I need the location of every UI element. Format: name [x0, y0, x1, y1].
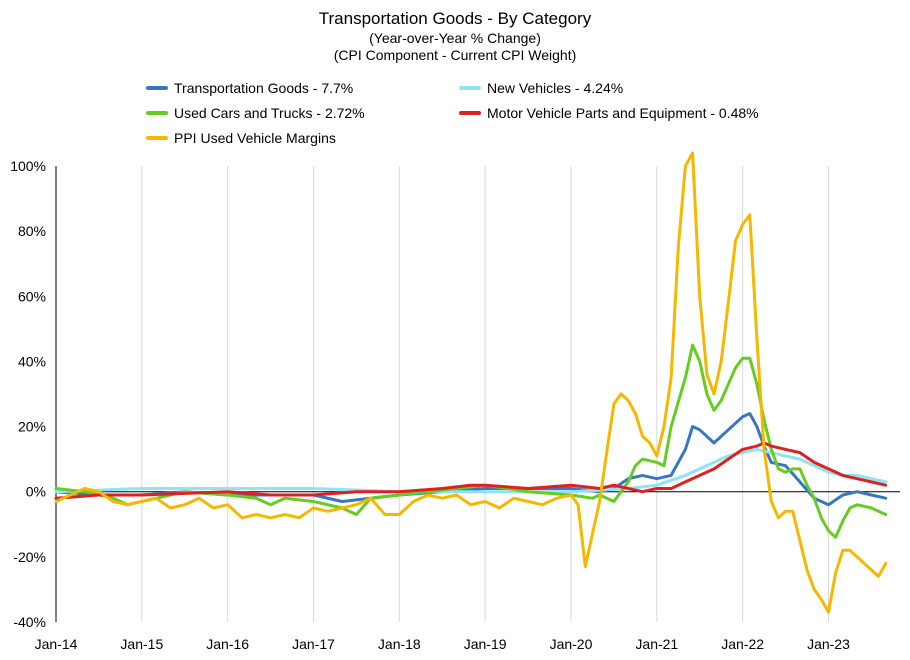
- legend-item-used-cars: Used Cars and Trucks - 2.72%: [146, 105, 365, 121]
- chart-subtitle-2: (CPI Component - Current CPI Weight): [333, 47, 577, 63]
- x-tick-label: Jan-17: [292, 636, 335, 652]
- x-tick-label: Jan-16: [206, 636, 249, 652]
- y-tick-labels: -40% -20% 0% 20% 40% 60% 80% 100%: [10, 158, 46, 630]
- legend-item-ppi-used-vehicle-margins: PPI Used Vehicle Margins: [146, 130, 336, 146]
- y-tick-label: -20%: [13, 549, 46, 565]
- y-tick-label: 0%: [26, 484, 46, 500]
- y-tick-label: 100%: [10, 158, 46, 174]
- series-line-3: [54, 441, 888, 500]
- axes: [55, 166, 900, 622]
- x-tick-label: Jan-20: [550, 636, 593, 652]
- series-line-2: [54, 343, 888, 539]
- x-tick-label: Jan-22: [721, 636, 764, 652]
- gridlines: [55, 166, 829, 622]
- legend-label-ppi-used-vehicle-margins: PPI Used Vehicle Margins: [174, 130, 336, 146]
- legend-label-transportation-goods: Transportation Goods - 7.7%: [174, 80, 354, 96]
- legend-swatch-used-cars: [146, 111, 168, 115]
- chart-subtitle-1: (Year-over-Year % Change): [369, 30, 541, 46]
- legend-item-motor-vehicle-parts: Motor Vehicle Parts and Equipment - 0.48…: [459, 105, 759, 121]
- x-tick-labels: Jan-14 Jan-15 Jan-16 Jan-17 Jan-18 Jan-19 Jan-…: [35, 636, 850, 652]
- x-tick-label: Jan-18: [378, 636, 421, 652]
- legend-item-transportation-goods: Transportation Goods - 7.7%: [146, 80, 353, 96]
- y-tick-label: 20%: [18, 419, 46, 435]
- y-tick-label: 80%: [18, 223, 46, 239]
- legend-swatch-transportation-goods: [146, 86, 168, 90]
- legend-label-new-vehicles: New Vehicles - 4.24%: [487, 80, 624, 96]
- chart-title: Transportation Goods - By Category: [318, 9, 592, 28]
- x-tick-label: Jan-19: [464, 636, 507, 652]
- legend-swatch-new-vehicles: [459, 86, 481, 90]
- legend-swatch-ppi-used-vehicle-margins: [146, 136, 168, 140]
- x-tick-label: Jan-15: [120, 636, 163, 652]
- legend-item-new-vehicles: New Vehicles - 4.24%: [459, 80, 623, 96]
- legend-label-used-cars: Used Cars and Trucks - 2.72%: [174, 105, 365, 121]
- y-tick-label: 40%: [18, 353, 46, 369]
- series-lines: [54, 151, 888, 614]
- chart-titles: Transportation Goods - By Category (Year…: [0, 8, 910, 64]
- chart-legend: Transportation Goods - 7.7% New Vehicles…: [0, 0, 910, 160]
- legend-swatch-motor-vehicle-parts: [459, 111, 481, 115]
- y-tick-label: 60%: [18, 288, 46, 304]
- x-tick-label: Jan-14: [35, 636, 78, 652]
- y-tick-label: -40%: [13, 614, 46, 630]
- x-tick-label: Jan-23: [807, 636, 850, 652]
- x-tick-label: Jan-21: [635, 636, 678, 652]
- legend-label-motor-vehicle-parts: Motor Vehicle Parts and Equipment - 0.48…: [487, 105, 759, 121]
- series-line-4: [54, 151, 888, 614]
